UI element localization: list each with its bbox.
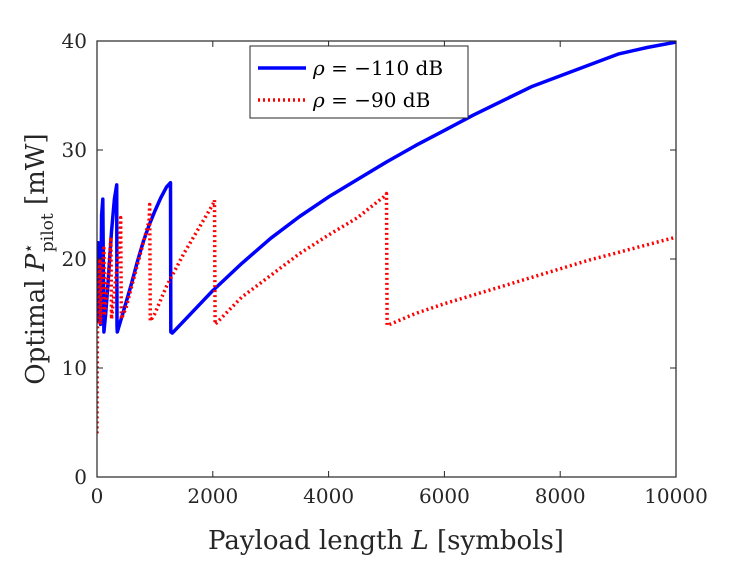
series-layer bbox=[97, 41, 676, 434]
y-tick-label: 30 bbox=[62, 138, 87, 162]
x-tick-label: 4000 bbox=[303, 484, 354, 508]
series-line-rho-90 bbox=[97, 191, 676, 434]
x-tick-label: 10000 bbox=[644, 484, 708, 508]
y-tick-label: 0 bbox=[74, 465, 87, 489]
legend: ρ = −110 dB ρ = −90 dB bbox=[249, 45, 469, 119]
y-tick-label: 10 bbox=[62, 356, 87, 380]
x-axis-label: Payload length L [symbols] bbox=[208, 526, 564, 556]
ticks-layer: 0 2000 4000 6000 8000 10000 0 10 20 30 40 bbox=[62, 29, 708, 508]
x-tick-label: 6000 bbox=[419, 484, 470, 508]
legend-label-rho-90: ρ = −90 dB bbox=[312, 88, 430, 112]
y-tick-label: 40 bbox=[62, 29, 87, 53]
legend-label-rho-110: ρ = −110 dB bbox=[312, 56, 443, 80]
y-tick-label: 20 bbox=[62, 247, 87, 271]
x-tick-label: 8000 bbox=[535, 484, 586, 508]
x-tick-label: 0 bbox=[91, 484, 104, 508]
y-axis-label: Optimal P⋆pilot [mW] bbox=[19, 133, 58, 384]
x-tick-label: 2000 bbox=[187, 484, 238, 508]
legend-box bbox=[249, 45, 469, 119]
